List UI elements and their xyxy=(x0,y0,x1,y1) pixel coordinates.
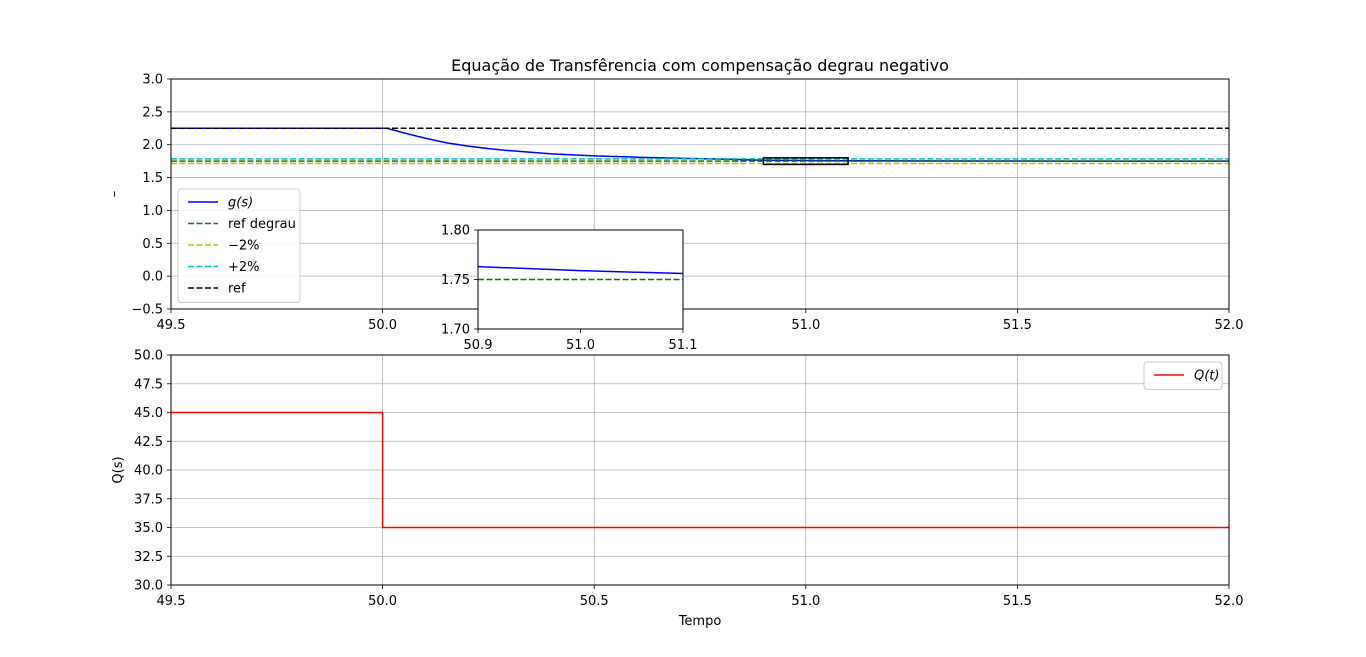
chart-title: Equação de Transfêrencia com compensação… xyxy=(451,56,949,75)
top-y-tick-label: 3.0 xyxy=(142,73,163,88)
top-y-tick-label: 1.5 xyxy=(142,171,163,186)
inset-y-tick-label: 1.70 xyxy=(441,323,470,338)
top-y-tick-label: 0.5 xyxy=(142,237,163,252)
top-y-tick-label: 1.0 xyxy=(142,204,163,219)
zoom-indicator-box xyxy=(762,157,849,166)
inset-ticks: 50.9 51.0 51.1 1.70 1.75 1.80 xyxy=(441,224,697,354)
bottom-y-tick-label: 42.5 xyxy=(134,435,163,450)
top-x-tick-label: 51.5 xyxy=(1003,318,1032,333)
inset-x-tick-label: 51.0 xyxy=(566,338,595,353)
bottom-legend-label-q-t: Q(t) xyxy=(1194,369,1219,384)
bottom-y-tick-label: 35.0 xyxy=(134,521,163,536)
inset-series xyxy=(478,265,683,281)
bottom-x-axis-label: Tempo xyxy=(678,614,722,629)
bottom-x-tick-label: 51.0 xyxy=(791,594,820,609)
inset-y-tick-label: 1.75 xyxy=(441,273,470,288)
bottom-grid xyxy=(170,354,1230,586)
top-axes-frame xyxy=(170,78,1230,310)
bottom-x-tick-label: 50.0 xyxy=(368,594,397,609)
inset-series-line-g-s xyxy=(478,265,683,275)
bottom-x-tick-label: 52.0 xyxy=(1215,594,1244,609)
inset-x-tick-label: 51.1 xyxy=(669,338,698,353)
bottom-y-tick-label: 45.0 xyxy=(134,406,163,421)
top-y-tick-label: 0.0 xyxy=(142,270,163,285)
top-legend: g(s) ref degrau −2% +2% ref xyxy=(177,188,301,303)
bottom-y-tick-label: 50.0 xyxy=(134,349,163,364)
bottom-x-tick-label: 50.5 xyxy=(580,594,609,609)
bottom-y-tick-label: 47.5 xyxy=(134,377,163,392)
top-x-tick-label: 49.5 xyxy=(157,318,186,333)
top-x-tick-label: 52.0 xyxy=(1215,318,1244,333)
bottom-y-tick-label: 30.0 xyxy=(134,579,163,594)
bottom-y-tick-label: 37.5 xyxy=(134,492,163,507)
top-y-axis-label: – xyxy=(107,191,122,198)
bottom-x-tick-label: 51.5 xyxy=(1003,594,1032,609)
inset-x-tick-label: 50.9 xyxy=(464,338,493,353)
inset-y-tick-label: 1.80 xyxy=(441,224,470,239)
top-x-tick-label: 51.0 xyxy=(791,318,820,333)
top-y-tick-label: 2.0 xyxy=(142,138,163,153)
bottom-legend: Q(t) xyxy=(1143,361,1223,390)
bottom-y-axis-label: Q(s) xyxy=(111,456,126,483)
top-legend-box xyxy=(177,188,301,303)
top-legend-label-2: +2% xyxy=(228,260,260,275)
top-x-tick-label: 50.0 xyxy=(368,318,397,333)
top-legend-label-2: −2% xyxy=(228,239,260,254)
bottom-x-tick-label: 49.5 xyxy=(157,594,186,609)
top-legend-label-g-s: g(s) xyxy=(228,196,253,211)
top-y-tick-label: −0.5 xyxy=(131,303,163,318)
bottom-series xyxy=(171,411,1229,529)
top-legend-label-ref-degrau: ref degrau xyxy=(228,217,296,232)
zoom-region-rect xyxy=(762,157,849,166)
top-y-tick-label: 2.5 xyxy=(142,105,163,120)
top-legend-label-ref: ref xyxy=(228,282,246,297)
bottom-series-line-q-t xyxy=(171,411,1229,529)
bottom-ticks: 49.5 50.0 50.5 51.0 51.5 52.0 30.0 32.5 35.0 37.5… xyxy=(134,349,1243,610)
bottom-y-tick-label: 40.0 xyxy=(134,464,163,479)
top-series xyxy=(171,127,1229,165)
top-grid xyxy=(170,78,1230,310)
bottom-y-tick-label: 32.5 xyxy=(134,550,163,565)
